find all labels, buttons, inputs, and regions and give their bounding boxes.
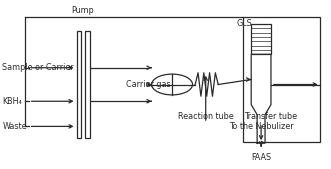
Text: To the Nebulizer: To the Nebulizer <box>229 122 293 131</box>
Text: KBH₄: KBH₄ <box>2 97 22 106</box>
Circle shape <box>152 74 193 95</box>
Text: Transfer tube: Transfer tube <box>244 112 298 121</box>
Text: Reaction tube: Reaction tube <box>178 112 234 121</box>
Bar <box>251 24 271 54</box>
Bar <box>85 31 90 138</box>
Text: Waste: Waste <box>2 122 27 131</box>
Text: Carrier gas: Carrier gas <box>126 80 170 89</box>
Text: Sample or Carrier: Sample or Carrier <box>2 63 74 72</box>
Text: FAAS: FAAS <box>251 153 271 162</box>
Text: Pump: Pump <box>72 6 94 15</box>
Bar <box>76 31 81 138</box>
Bar <box>243 17 320 142</box>
Text: GLS: GLS <box>236 19 252 28</box>
